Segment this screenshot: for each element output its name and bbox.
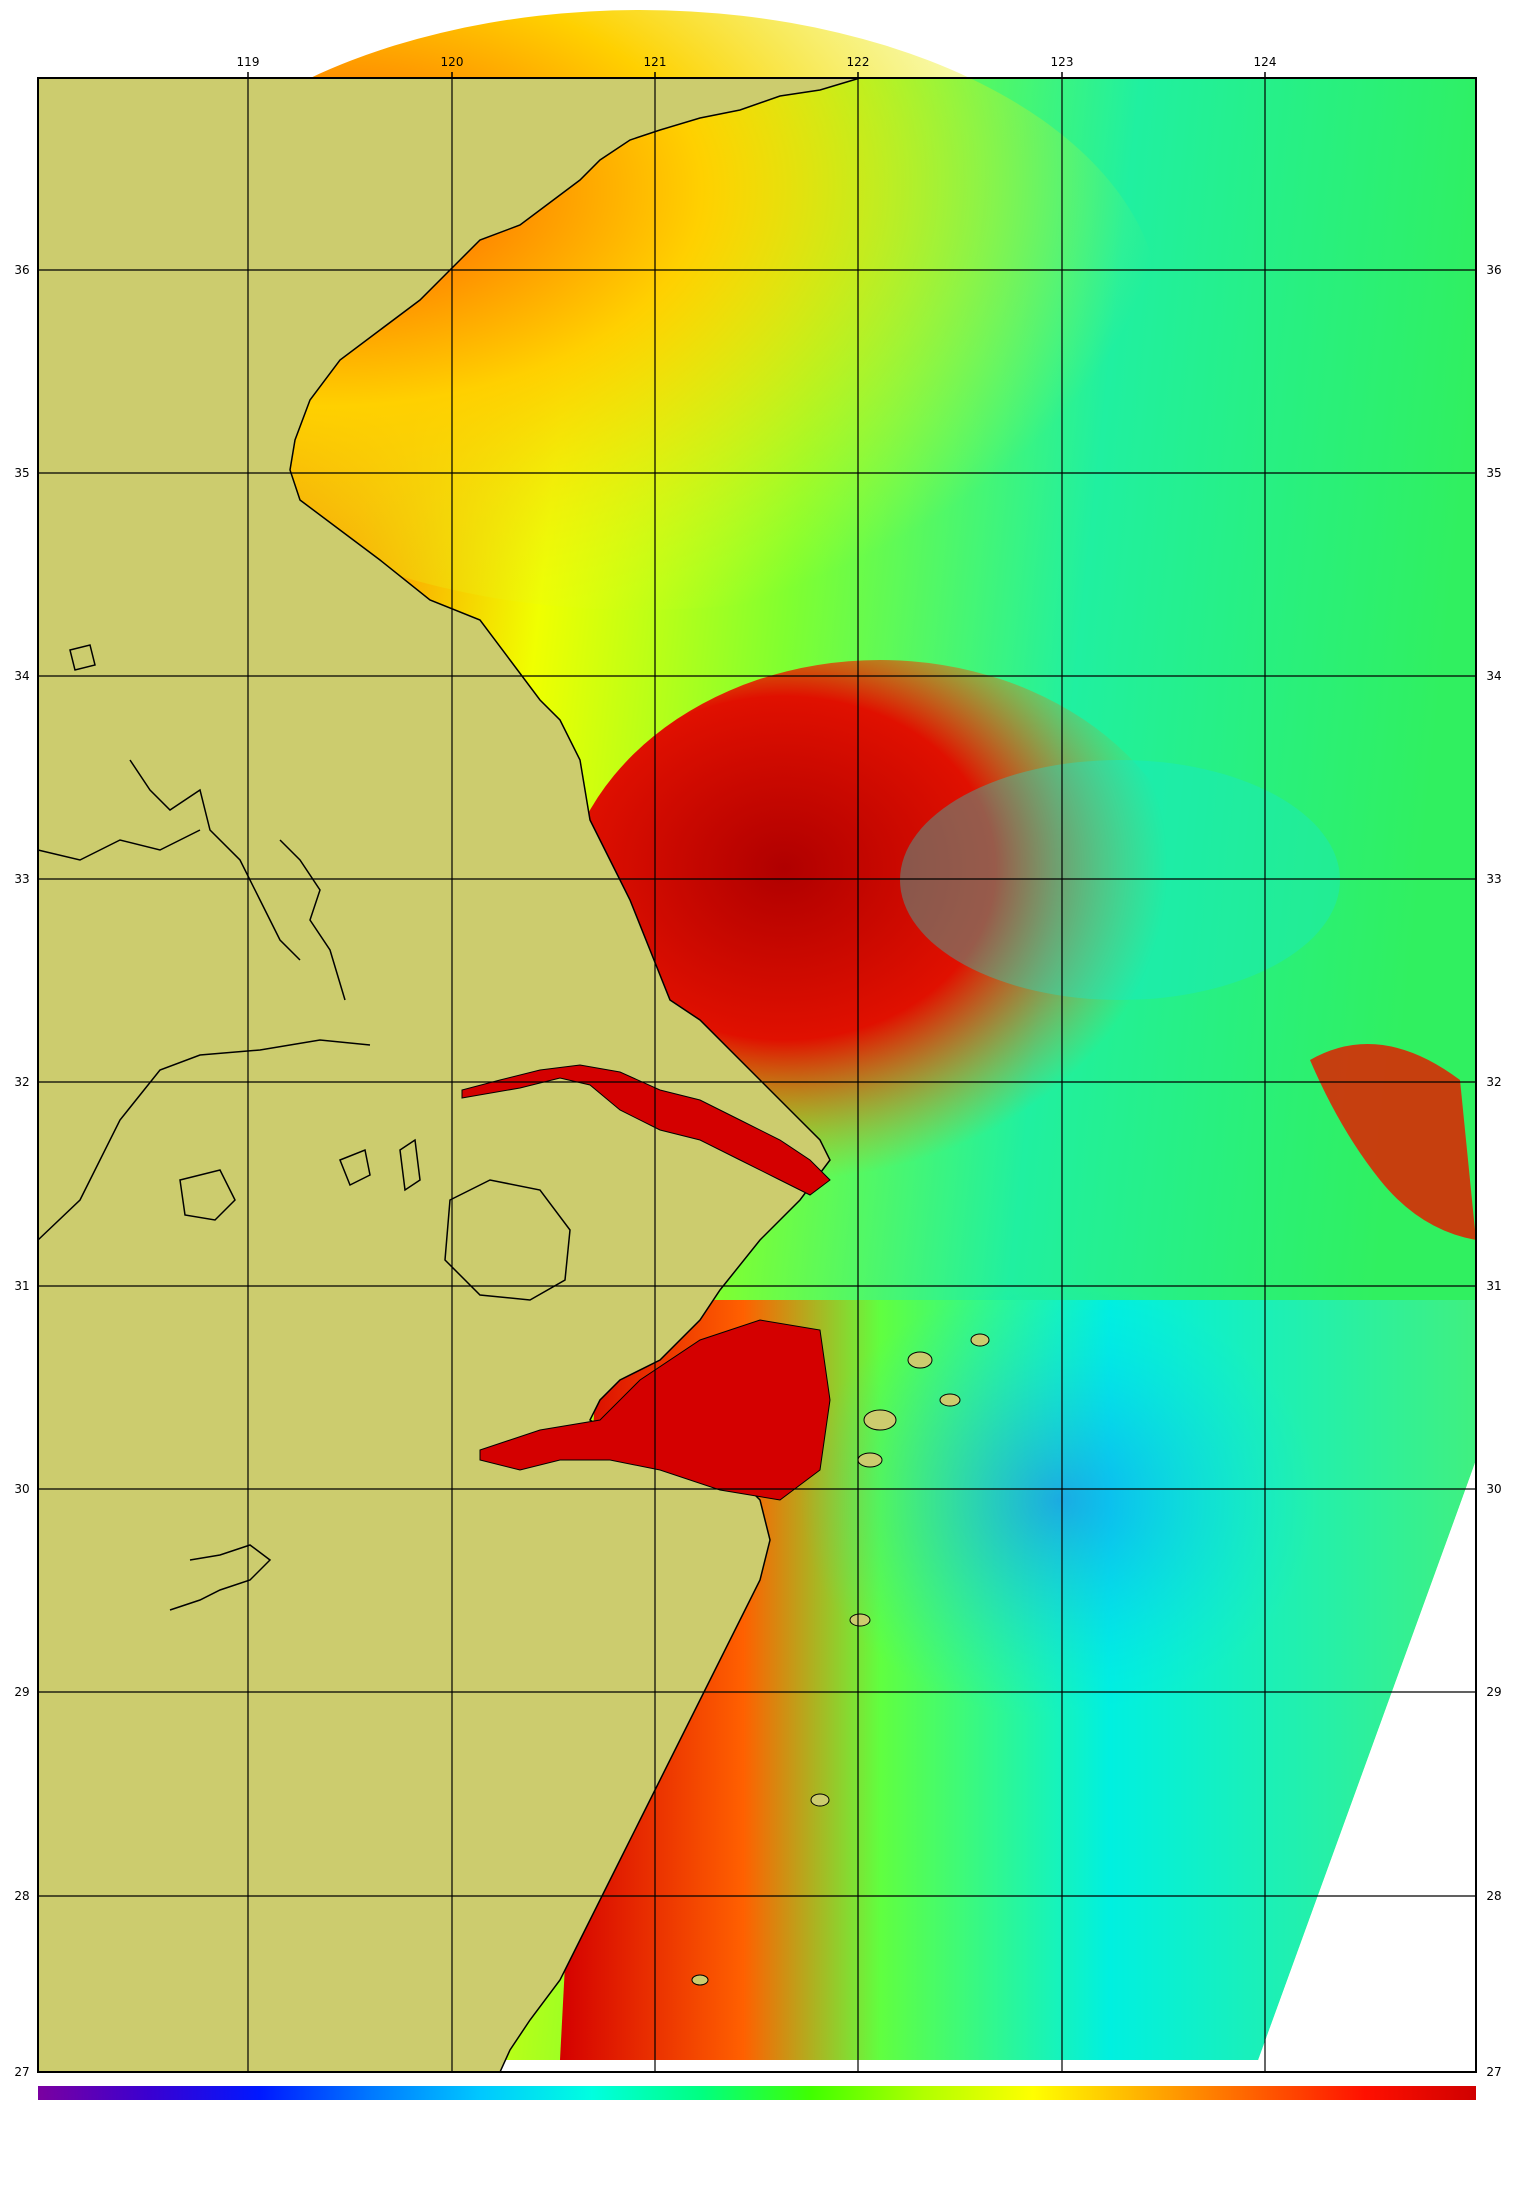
- island: [907, 1351, 933, 1369]
- yangtze-river: [461, 1064, 831, 1196]
- lake-outline: [339, 1148, 371, 1187]
- lake-outline: [179, 1169, 236, 1221]
- offshore-plume: [1310, 1044, 1476, 1240]
- latitude-label: 34: [14, 669, 29, 683]
- latitude-label: 28: [1486, 1889, 1501, 1903]
- no-data-area-south: [500, 2060, 740, 2072]
- latitude-label: 36: [14, 263, 29, 277]
- no-data-area: [1258, 1460, 1476, 2072]
- river-outline: [129, 759, 301, 961]
- longitude-labels-top: 119 120 121 122 123 124: [237, 55, 1277, 78]
- longitude-label: 124: [1254, 55, 1277, 69]
- latitude-label: 32: [1486, 1075, 1501, 1089]
- islands: [691, 1333, 990, 1986]
- latitude-label: 28: [14, 1889, 29, 1903]
- latitude-label: 27: [14, 2065, 29, 2079]
- latitude-labels-right: 36 35 34 33 32 31 30 29 28 27: [1486, 263, 1501, 2079]
- taihu-lake: [444, 1179, 571, 1301]
- river-outline: [37, 1039, 371, 1241]
- island: [849, 1613, 871, 1627]
- latitude-label: 35: [1486, 466, 1501, 480]
- island: [863, 1409, 897, 1431]
- latitude-label: 36: [1486, 263, 1501, 277]
- latitude-label: 30: [1486, 1482, 1501, 1496]
- latitude-label: 35: [14, 466, 29, 480]
- latitude-labels-left: 36 35 34 33 32 31 30 29 28 27: [14, 263, 29, 2079]
- latitude-label: 27: [1486, 2065, 1501, 2079]
- colorbar: [38, 2086, 1476, 2100]
- river-outline: [279, 839, 346, 1001]
- colorbar-scale: [38, 2086, 1476, 2100]
- river-outline: [169, 1544, 272, 1611]
- longitude-label: 120: [441, 55, 464, 69]
- latitude-label: 29: [14, 1685, 29, 1699]
- latitude-label: 31: [1486, 1279, 1501, 1293]
- latitude-label: 31: [14, 1279, 29, 1293]
- latitude-label: 29: [1486, 1685, 1501, 1699]
- latitude-label: 30: [14, 1482, 29, 1496]
- longitude-label: 123: [1051, 55, 1074, 69]
- island: [857, 1452, 883, 1468]
- island: [970, 1333, 990, 1347]
- latitude-label: 32: [14, 1075, 29, 1089]
- lake-outline: [399, 1138, 421, 1192]
- latitude-label: 33: [1486, 872, 1501, 886]
- longitude-label: 119: [237, 55, 260, 69]
- lake-outline: [69, 644, 96, 671]
- island: [939, 1393, 961, 1407]
- longitude-label: 122: [847, 55, 870, 69]
- inland-lakes: [37, 644, 571, 1611]
- island: [810, 1793, 830, 1807]
- island: [691, 1974, 709, 1986]
- longitude-label: 121: [644, 55, 667, 69]
- latitude-label: 33: [14, 872, 29, 886]
- graticule: [38, 78, 1476, 2073]
- river-outline: [37, 829, 201, 861]
- latitude-label: 34: [1486, 669, 1501, 683]
